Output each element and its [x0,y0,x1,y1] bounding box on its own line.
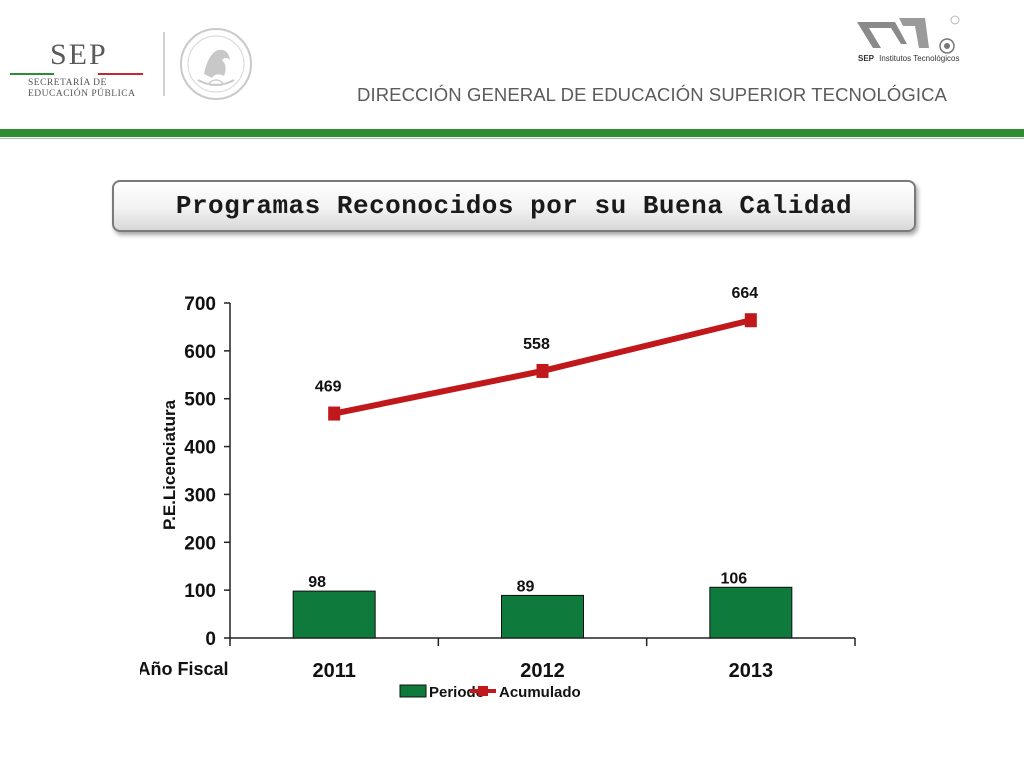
y-tick-label: 200 [184,533,216,554]
line-point [536,363,549,378]
y-tick-label: 700 [184,294,216,315]
it-name-text: Institutos Tecnológicos [879,54,960,63]
line-data-label: 664 [731,285,758,302]
line-data-label: 558 [523,336,550,353]
sep-logo-subtitle-1: SECRETARÍA DE [28,78,107,88]
x-tick-label: 2011 [312,660,355,682]
y-tick-label: 400 [184,438,216,459]
y-tick-label: 100 [184,581,216,602]
x-tick-label: 2012 [520,660,565,682]
legend-bar-swatch [399,684,427,698]
line-data-label: 469 [315,379,342,396]
institutos-tecnologicos-label: SEP Institutos Tecnológicos [858,54,959,63]
x-tick-label: 2013 [729,660,774,682]
bar-data-label: 98 [308,574,326,591]
sep-logo-tricolor-line [10,73,143,75]
y-tick-label: 600 [184,342,216,363]
sep-logo: SEP SECRETARÍA DE EDUCACIÓN PÚBLICA [10,38,145,100]
mexico-seal-icon [180,28,252,100]
bar-data-label: 89 [517,578,535,595]
header-green-underline [0,138,1024,139]
logo-divider [163,32,165,96]
header-department-title: DIRECCIÓN GENERAL DE EDUCACIÓN SUPERIOR … [357,84,947,105]
sep-logo-subtitle-2: EDUCACIÓN PÚBLICA [28,89,136,99]
bar-data-label: 106 [720,570,747,587]
y-tick-label: 500 [184,390,216,411]
institutos-tecnologicos-emblem-icon [857,15,960,54]
slide-title-box: Programas Reconocidos por su Buena Calid… [112,180,916,232]
bar [709,586,793,639]
institutos-tecnologicos-logo: SEP Institutos Tecnológicos [855,14,965,78]
sep-logo-text: SEP [50,38,108,71]
slide-title: Programas Reconocidos por su Buena Calid… [175,191,853,221]
it-brand-text: SEP [858,54,874,63]
y-tick-label: 0 [205,629,216,650]
header-green-bar [0,129,1024,137]
line-point [328,406,341,421]
legend-bar-label: Periodo [429,684,485,701]
chart: 0 100 200 300 400 500 600 700 P.E.Licenciatura Añ… [140,285,856,701]
bar [501,594,584,639]
y-tick-label: 300 [184,485,216,506]
slide-header: SEP SECRETARÍA DE EDUCACIÓN PÚBLICA SEP … [0,0,1024,140]
bar [292,590,376,639]
legend-line-label: Acumulado [499,684,581,701]
x-axis-title: Año Fiscal [140,659,229,679]
y-axis-title: P.E.Licenciatura [160,399,179,530]
line-point [744,313,757,328]
legend-line-marker [478,686,488,696]
